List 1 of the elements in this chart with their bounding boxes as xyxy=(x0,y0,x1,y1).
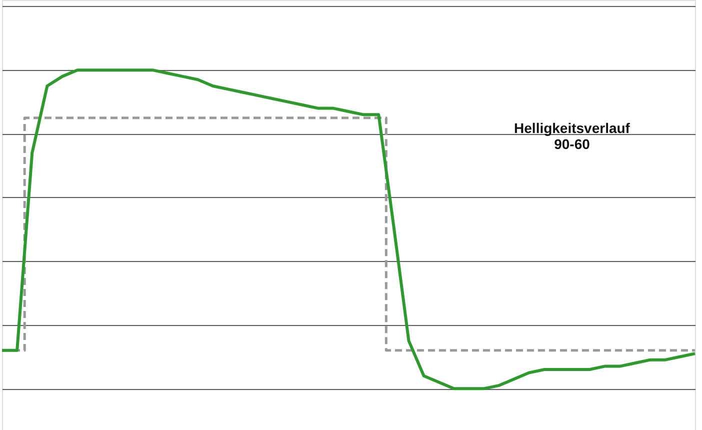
annotation: Helligkeitsverlauf 90-60 xyxy=(514,120,630,152)
